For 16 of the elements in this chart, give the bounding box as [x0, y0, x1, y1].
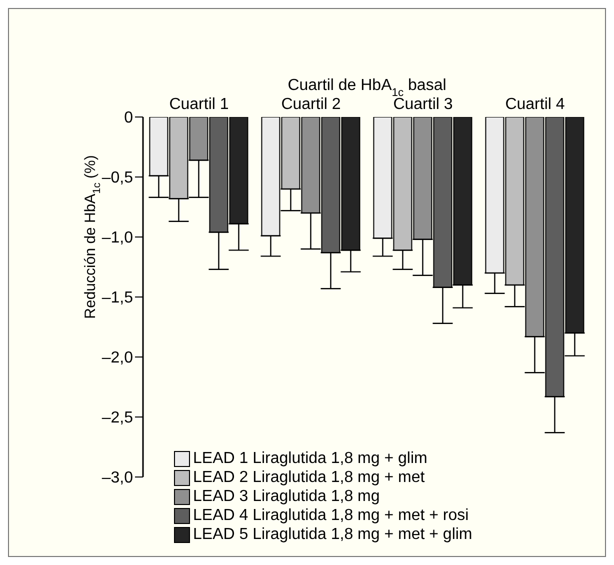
x-tick-label: Cuartil 4	[505, 96, 565, 113]
y-tick-label: –3,0	[102, 470, 134, 487]
y-tick-label: –2,0	[102, 350, 134, 367]
y-tick-label: –2,5	[102, 410, 134, 427]
y-tick-label: 0	[124, 110, 134, 127]
x-tick-label: Cuartil 2	[281, 96, 341, 113]
x-tick-label: Cuartil 3	[393, 96, 453, 113]
legend-label: LEAD 1 Liraglutida 1,8 mg + glim	[193, 449, 428, 468]
x-tick-label: Cuartil 1	[169, 96, 229, 113]
legend-label: LEAD 5 Liraglutida 1,8 mg + met + glim	[193, 525, 472, 544]
y-tick-label: –1,5	[102, 290, 134, 307]
y-tick-label: –0,5	[102, 170, 134, 187]
legend-label: LEAD 3 Liraglutida 1,8 mg	[193, 487, 380, 506]
y-tick-label: –1,0	[102, 230, 134, 247]
legend-label: LEAD 2 Liraglutida 1,8 mg + met	[193, 468, 425, 487]
legend-label: LEAD 4 Liraglutida 1,8 mg + met + rosi	[193, 506, 469, 525]
